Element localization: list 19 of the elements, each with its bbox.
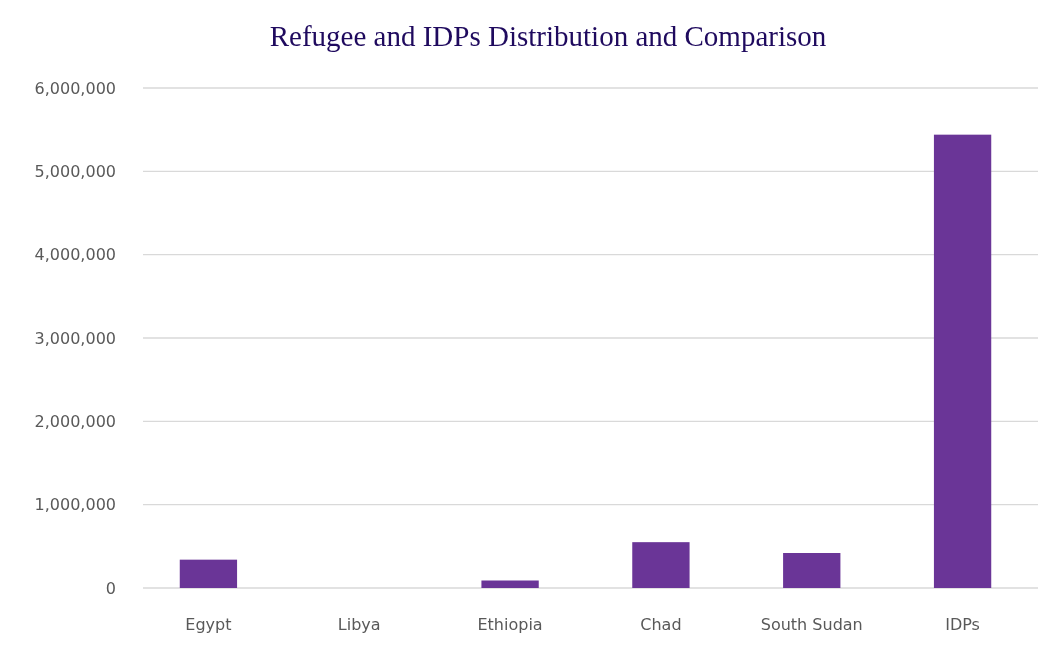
x-tick-label: Chad <box>640 615 682 634</box>
y-tick-label: 0 <box>105 578 116 598</box>
x-tick-label: Egypt <box>185 615 232 634</box>
bar <box>783 553 841 588</box>
bar <box>481 580 539 588</box>
bar <box>632 542 690 588</box>
bar <box>179 559 238 588</box>
x-tick-label: IDPs <box>945 615 980 634</box>
x-tick-label: South Sudan <box>760 615 863 634</box>
y-tick-label: 3,000,000 <box>34 328 116 348</box>
y-tick-label: 5,000,000 <box>34 161 116 181</box>
chart-title: Refugee and IDPs Distribution and Comparison <box>269 20 827 52</box>
y-tick-label: 6,000,000 <box>34 78 116 98</box>
y-tick-label: 1,000,000 <box>34 495 116 515</box>
y-tick-label: 2,000,000 <box>34 411 116 431</box>
x-tick-label: Ethiopia <box>477 615 543 634</box>
y-tick-label: 4,000,000 <box>34 245 116 265</box>
bar <box>933 134 992 588</box>
x-tick-label: Libya <box>337 615 381 634</box>
